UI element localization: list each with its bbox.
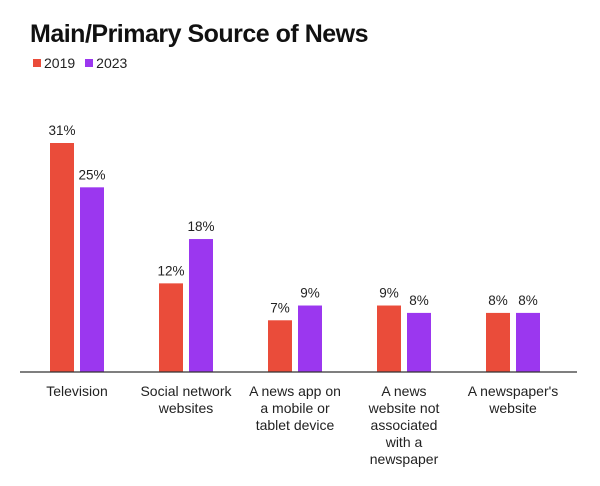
bar-2023-2 [298,305,322,372]
data-label-2019-0: 31% [48,123,75,138]
bar-2023-0 [80,187,104,372]
data-label-2023-2: 9% [300,286,320,301]
data-label-2019-2: 7% [270,300,290,315]
x-tick-label-3: A news website not associated with a newspap… [368,383,440,467]
x-tick-label-1: Social network websites [140,383,232,416]
chart-title: Main/Primary Source of News [30,20,369,48]
bar-2019-2 [268,320,292,372]
bar-2023-4 [516,312,540,372]
legend-label-2023: 2023 [96,55,128,71]
x-tick-label-4: A newspaper's website [468,383,559,416]
x-tick-label-2: A news app on a mobile or tablet device [249,383,341,433]
data-label-2019-1: 12% [157,263,184,278]
bar-2019-1 [159,283,183,372]
legend-swatch-2023 [85,59,94,67]
data-label-2023-0: 25% [78,167,105,182]
x-tick-label-0: Television [46,383,107,399]
legend-item-2023: 2023 [85,55,127,71]
legend-label-2019: 2019 [44,55,76,71]
data-label-2023-4: 8% [518,293,538,308]
data-label-2023-3: 8% [409,293,429,308]
bar-2023-1 [189,239,213,372]
bar-2019-0 [50,143,74,372]
legend: 2019 2023 [33,55,127,71]
data-label-2019-3: 9% [379,286,399,301]
legend-swatch-2019 [33,59,41,67]
data-label-2019-4: 8% [488,293,508,308]
bar-2023-3 [407,312,431,372]
data-label-2023-1: 18% [187,219,214,234]
bar-2019-4 [486,312,510,372]
legend-item-2019: 2019 [33,55,75,71]
bar-2019-3 [377,305,401,372]
